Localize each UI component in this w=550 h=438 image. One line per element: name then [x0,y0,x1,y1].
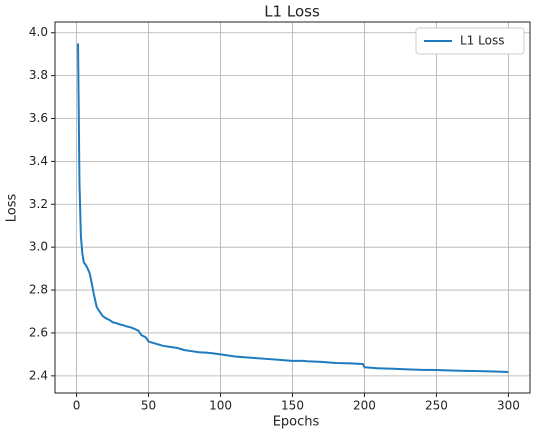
y-tick-label: 2.8 [29,283,48,297]
y-tick-label: 3.6 [29,111,48,125]
y-tick-label: 3.8 [29,68,48,82]
y-tick-label: 2.4 [29,368,48,382]
y-tick-label: 3.0 [29,240,48,254]
y-tick-label: 2.6 [29,325,48,339]
y-axis-label: Loss [5,194,20,223]
y-tick-label: 3.4 [29,154,48,168]
x-tick-label: 0 [73,399,81,413]
plot-frame [54,21,531,394]
x-tick-label: 300 [497,399,520,413]
chart-title: L1 Loss [264,3,320,21]
x-axis-label: Epochs [273,415,320,430]
x-tick-label: 150 [281,399,304,413]
x-tick-label: 250 [425,399,448,413]
x-tick-label: 50 [141,399,156,413]
legend-box [415,27,525,55]
y-tick-label: 3.2 [29,197,48,211]
x-tick-label: 200 [353,399,376,413]
legend-label: L1 Loss [460,34,504,48]
line-series [77,43,509,373]
y-tick-label: 4.0 [29,25,48,39]
x-tick-label: 100 [209,399,232,413]
